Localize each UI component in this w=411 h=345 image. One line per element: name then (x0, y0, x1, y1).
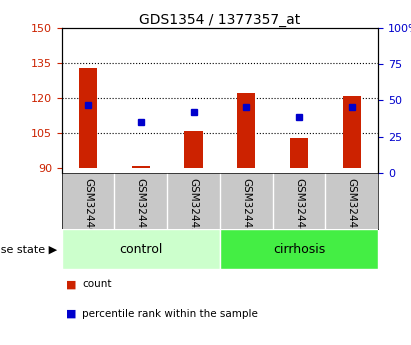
Text: GSM32443: GSM32443 (241, 178, 251, 234)
Text: GSM32440: GSM32440 (83, 178, 93, 234)
Bar (342, 96, 361, 168)
Text: count: count (82, 279, 112, 289)
Text: ■: ■ (66, 279, 76, 289)
Bar (62, 229, 220, 269)
Text: percentile rank within the sample: percentile rank within the sample (82, 309, 258, 319)
Text: cirrhosis: cirrhosis (273, 243, 325, 256)
Text: GSM32441: GSM32441 (136, 178, 146, 234)
Bar (184, 131, 203, 168)
Text: disease state ▶: disease state ▶ (0, 244, 58, 254)
Text: GSM32444: GSM32444 (294, 178, 304, 234)
Bar (290, 138, 308, 168)
Text: GSM32445: GSM32445 (347, 178, 357, 234)
Text: control: control (119, 243, 162, 256)
Bar (237, 93, 256, 168)
Bar (220, 229, 378, 269)
Text: ■: ■ (66, 309, 76, 319)
Title: GDS1354 / 1377357_at: GDS1354 / 1377357_at (139, 12, 300, 27)
Bar (79, 68, 97, 168)
Bar (132, 166, 150, 168)
Text: GSM32442: GSM32442 (189, 178, 199, 234)
